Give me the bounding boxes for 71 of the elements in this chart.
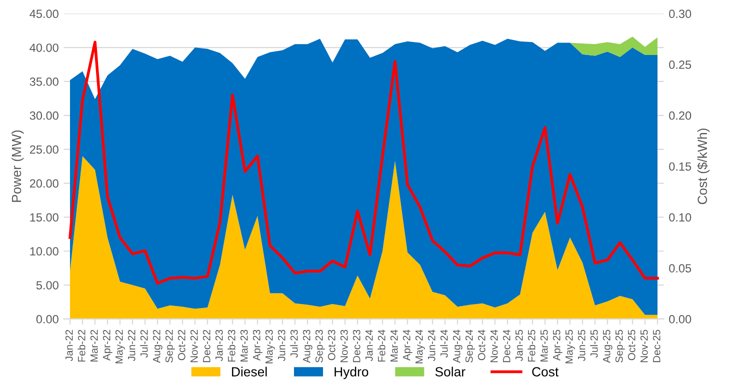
x-tick-label: Jul-22 bbox=[140, 330, 148, 358]
x-tick-label: Dec-24 bbox=[502, 330, 510, 362]
x-tick-label: Jul-24 bbox=[440, 330, 448, 358]
x-tick-label: Oct-22 bbox=[178, 330, 186, 360]
x-tick-label: Sep-22 bbox=[165, 330, 175, 363]
y2-tick-label: 0.00 bbox=[669, 315, 692, 324]
x-tick-label: May-22 bbox=[115, 330, 125, 364]
y2-tick-label: 0.15 bbox=[669, 162, 692, 171]
x-tick-label: Sep-25 bbox=[615, 330, 625, 363]
x-tick-label: Aug-25 bbox=[602, 330, 612, 363]
x-tick-label: Nov-24 bbox=[490, 330, 498, 362]
x-tick-label: Dec-23 bbox=[352, 330, 360, 362]
x-tick-label: Jan-22 bbox=[65, 330, 73, 362]
x-tick-label: Oct-24 bbox=[478, 330, 486, 360]
x-tick-label: Dec-22 bbox=[202, 330, 210, 362]
x-tick-label: Aug-22 bbox=[152, 330, 162, 363]
x-tick-label: Feb-22 bbox=[78, 330, 86, 362]
y-tick-label: 5.00 bbox=[36, 281, 58, 290]
x-tick-label: Sep-24 bbox=[465, 330, 475, 363]
x-tick-label: Nov-23 bbox=[340, 330, 348, 362]
legend-label: Cost bbox=[532, 367, 559, 376]
x-tick-label: Sep-23 bbox=[315, 330, 325, 363]
y-tick-label: 40.00 bbox=[30, 44, 58, 52]
y-tick-label: 25.00 bbox=[30, 145, 58, 154]
x-tick-label: Nov-25 bbox=[640, 330, 648, 362]
x-tick-label: Oct-23 bbox=[328, 330, 336, 360]
x-tick-label: Mar-24 bbox=[390, 330, 398, 362]
x-tick-label: Apr-23 bbox=[252, 330, 262, 361]
y-tick-label: 10.00 bbox=[30, 247, 58, 256]
x-tick-label: Feb-24 bbox=[378, 330, 386, 362]
y2-tick-label: 0.20 bbox=[669, 111, 692, 120]
x-tick-label: Nov-22 bbox=[190, 330, 198, 362]
y-axis-title: Power (MW) bbox=[11, 130, 24, 202]
x-tick-label: Aug-23 bbox=[302, 330, 312, 363]
legend-label: Hydro bbox=[334, 366, 368, 380]
x-tick-label: Jun-25 bbox=[578, 330, 586, 362]
x-tick-label: May-24 bbox=[415, 330, 425, 364]
x-tick-label: Feb-23 bbox=[228, 330, 236, 362]
y2-tick-label: 0.10 bbox=[669, 213, 692, 222]
x-tick-label: Apr-24 bbox=[402, 330, 412, 361]
x-tick-label: Mar-25 bbox=[540, 330, 548, 362]
y-tick-label: 20.00 bbox=[30, 179, 58, 188]
y2-tick-label: 0.30 bbox=[669, 10, 692, 18]
legend-label: Solar bbox=[435, 366, 466, 376]
x-tick-label: Jun-23 bbox=[278, 330, 286, 362]
x-tick-label: Apr-25 bbox=[552, 330, 562, 361]
x-tick-label: Feb-25 bbox=[528, 330, 536, 362]
x-tick-label: Jun-24 bbox=[428, 330, 436, 362]
x-tick-label: Jan-25 bbox=[515, 330, 523, 362]
y-tick-label: 30.00 bbox=[30, 111, 58, 120]
x-tick-label: Jan-24 bbox=[365, 330, 373, 362]
x-tick-label: Aug-24 bbox=[452, 330, 462, 363]
y2-tick-label: 0.05 bbox=[669, 264, 692, 272]
y-tick-label: 45.00 bbox=[30, 10, 58, 18]
x-tick-label: Jan-23 bbox=[215, 330, 223, 362]
x-tick-label: Mar-23 bbox=[240, 330, 248, 362]
x-tick-label: Mar-22 bbox=[90, 330, 98, 362]
y-tick-label: 35.00 bbox=[30, 78, 58, 86]
x-tick-label: Oct-25 bbox=[628, 330, 636, 360]
x-tick-label: Jun-22 bbox=[128, 330, 136, 362]
x-tick-label: Jul-23 bbox=[290, 330, 298, 358]
y-tick-label: 0.00 bbox=[36, 315, 58, 324]
y2-axis-title: Cost ($/kWh) bbox=[697, 128, 710, 204]
x-tick-label: Apr-22 bbox=[102, 330, 112, 361]
y2-tick-label: 0.25 bbox=[669, 60, 692, 69]
y-tick-label: 15.00 bbox=[30, 213, 58, 222]
x-tick-label: May-25 bbox=[565, 330, 575, 364]
x-tick-label: Dec-25 bbox=[652, 330, 660, 362]
x-tick-label: May-23 bbox=[265, 330, 275, 364]
legend-label: Diesel bbox=[232, 366, 267, 376]
x-tick-label: Jul-25 bbox=[590, 330, 598, 358]
